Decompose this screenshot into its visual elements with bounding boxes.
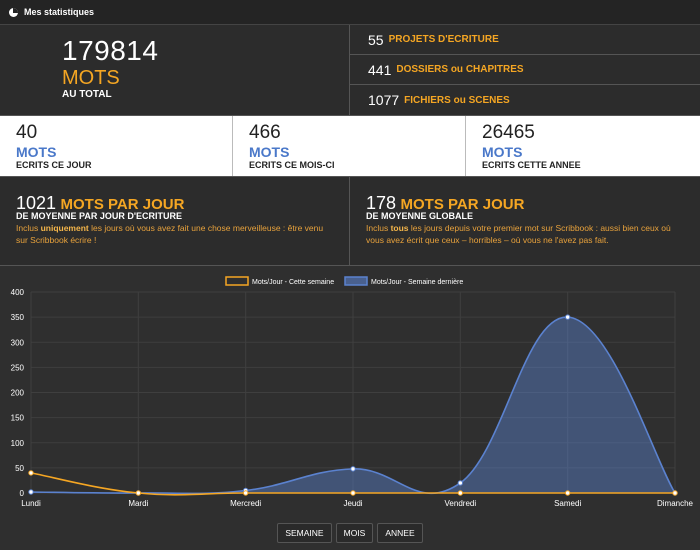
year-button[interactable]: ANNEE [377, 523, 423, 543]
y-tick-label: 150 [11, 414, 25, 423]
point-this-week [564, 490, 571, 496]
series-last-week-area [31, 317, 675, 494]
x-tick-label: Mercredi [230, 499, 261, 508]
projects-count-value: 55 [368, 31, 384, 48]
point-last-week [350, 466, 356, 472]
month-button[interactable]: MOIS [335, 523, 374, 543]
words-per-day-chart: Mots/Jour - Cette semaine Mots/Jour - Sem… [11, 276, 694, 508]
words-year-unit: MOTS [482, 144, 523, 160]
chart-series [28, 314, 678, 496]
x-tick-label: Jeudi [343, 499, 362, 508]
folders-count-row: 441 DOSSIERS ou CHAPITRES [350, 55, 700, 85]
x-tick-label: Vendredi [445, 499, 477, 508]
words-today-value: 40 [16, 122, 38, 143]
writing-day-average-unit: MOTS PAR JOUR [60, 196, 185, 213]
words-today-label: ECRITS CE JOUR [16, 160, 92, 170]
global-average-description: Inclus tous les jours depuis votre premi… [366, 223, 671, 245]
words-today-panel: 40 MOTS ECRITS CE JOUR [0, 116, 233, 176]
writing-day-average-panel: 1021 MOTS PAR JOUR DE MOYENNE PAR JOUR D… [0, 176, 350, 266]
point-last-week [564, 314, 571, 320]
y-tick-label: 300 [11, 338, 25, 347]
x-axis-ticks: Lundi Mardi Mercredi Jeudi Vendredi Samedi Dim… [21, 499, 693, 508]
folders-count-label: DOSSIERS ou CHAPITRES [396, 64, 524, 75]
point-this-week [457, 490, 464, 496]
total-words-panel: 179814 MOTS AU TOTAL [0, 25, 350, 116]
words-year-label: ECRITS CETTE ANNEE [482, 160, 581, 170]
legend-swatch-last-week [344, 276, 368, 286]
point-last-week [457, 480, 464, 486]
legend-swatch-this-week [225, 276, 249, 286]
series-last-week-line [30, 316, 676, 495]
y-tick-label: 400 [11, 288, 25, 297]
pie-chart-icon [9, 7, 18, 17]
legend-label-last-week: Mots/Jour - Semaine dernière [371, 279, 463, 286]
x-tick-label: Dimanche [657, 499, 694, 508]
point-this-week [672, 490, 678, 496]
total-words-value: 179814 [62, 35, 159, 66]
writing-day-average-label: DE MOYENNE PAR JOUR D'ECRITURE [16, 211, 182, 221]
files-count-row: 1077 FICHIERS ou SCENES [350, 85, 700, 116]
writing-day-average-value: 1021 [16, 193, 57, 213]
week-button[interactable]: SEMAINE [277, 523, 332, 543]
legend-label-this-week: Mots/Jour - Cette semaine [252, 279, 334, 286]
global-average-unit: MOTS PAR JOUR [400, 196, 525, 213]
point-this-week [28, 470, 34, 476]
words-year-panel: 26465 MOTS ECRITS CETTE ANNEE [466, 116, 700, 176]
point-this-week [350, 490, 356, 496]
period-buttons: SEMAINE MOIS ANNEE [0, 523, 700, 543]
window-titlebar: Mes statistiques [0, 0, 700, 25]
words-month-panel: 466 MOTS ECRITS CE MOIS-CI [233, 116, 466, 176]
x-tick-label: Samedi [554, 499, 581, 508]
words-year-value: 26465 [482, 122, 535, 143]
y-tick-label: 0 [20, 489, 25, 498]
files-count-value: 1077 [368, 92, 400, 108]
global-average-label: DE MOYENNE GLOBALE [366, 211, 474, 221]
y-tick-label: 200 [11, 389, 25, 398]
words-month-unit: MOTS [249, 144, 290, 160]
projects-count-label: PROJETS D'ECRITURE [388, 34, 499, 45]
words-month-label: ECRITS CE MOIS-CI [249, 160, 335, 170]
global-average-heading: 178 MOTS PAR JOUR [366, 193, 524, 214]
x-tick-label: Mardi [128, 499, 148, 508]
point-this-week [242, 490, 249, 496]
global-average-value: 178 [366, 193, 397, 213]
y-tick-label: 350 [11, 313, 25, 322]
y-tick-label: 50 [15, 464, 24, 473]
projects-count-row: 55 PROJETS D'ECRITURE [350, 25, 700, 55]
y-tick-label: 100 [11, 439, 25, 448]
chart-grid [30, 291, 676, 494]
point-this-week [135, 490, 142, 496]
files-count-label: FICHIERS ou SCENES [404, 94, 510, 106]
x-tick-label: Lundi [21, 499, 41, 508]
window-title: Mes statistiques [24, 7, 95, 17]
global-average-panel: 178 MOTS PAR JOUR DE MOYENNE GLOBALE Inc… [350, 176, 700, 266]
y-tick-label: 250 [11, 363, 25, 372]
words-today-unit: MOTS [16, 144, 57, 160]
chart-legend: Mots/Jour - Cette semaine Mots/Jour - Sem… [225, 276, 463, 286]
writing-day-average-description: Inclus uniquement les jours où vous avez… [16, 223, 324, 245]
y-axis-ticks: 0 50 100 150 200 250 300 350 400 [11, 288, 25, 498]
total-words-unit: MOTS [62, 67, 120, 89]
words-month-value: 466 [249, 122, 281, 143]
total-words-label: AU TOTAL [62, 89, 112, 100]
writing-day-average-heading: 1021 MOTS PAR JOUR [16, 193, 184, 214]
folders-count-value: 441 [368, 61, 392, 78]
point-last-week [28, 489, 34, 495]
